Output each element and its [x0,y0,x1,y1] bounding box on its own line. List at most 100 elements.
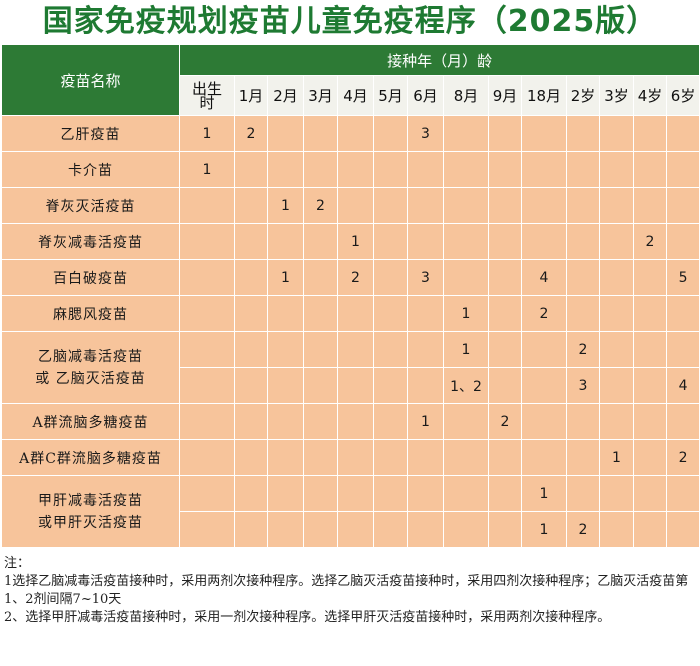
dose-cell [407,331,444,368]
age-header-cell: 6岁 [665,75,700,116]
dose-cell [443,223,489,260]
table-row: 1、2 3 4 [2,367,700,404]
vaccine-schedule-table: 疫苗名称 接种年（月）龄 出生时 1月 2月 3月 4月 5月 6月 8月 9月 18月 2岁 3岁 4… [1,44,700,548]
dose-cell: 1 [521,511,567,548]
table-row: 脊灰灭活疫苗 1 2 [1,187,700,224]
dose-cell [566,403,600,440]
dose-cell [267,223,304,260]
dose-cell [521,331,567,368]
vaccine-name-cell: 乙肝疫苗 [1,115,180,152]
vaccine-name-cell: 脊灰减毒活疫苗 [1,223,180,260]
dose-cell: 2 [337,259,374,296]
dose-cell [407,367,444,404]
dose-cell [234,475,268,512]
dose-cell [566,223,600,260]
dose-cell: 1 [443,295,489,332]
age-header-cell: 5月 [373,75,408,116]
vaccine-name: 脊灰减毒活疫苗 [38,234,143,251]
dose-cell: 2 [303,187,338,224]
dose-cell [488,331,522,368]
dose-cell [267,331,304,368]
age-header-cell: 9月 [488,75,522,116]
dose-cell [407,223,444,260]
dose-cell [488,367,522,404]
dose-cell [267,115,304,152]
table-row: 麻腮风疫苗 1 2 [1,295,700,332]
dose-cell [599,403,634,440]
dose-cell [373,367,408,404]
dose-cell [599,223,634,260]
dose-cell [521,367,567,404]
age-header-cell: 3月 [303,75,338,116]
dose-cell [665,331,700,368]
dose-cell [633,331,667,368]
dose-cell [337,151,374,188]
dose-cell [599,511,634,548]
vaccine-name-cell: 卡介苗 [1,151,180,188]
dose-cell [337,115,374,152]
vaccine-name-cell: 乙脑减毒活疫苗或 乙脑灭活疫苗 [1,331,180,404]
dose-cell [443,115,489,152]
vaccine-name: A群C群流脑多糖疫苗 [19,450,162,467]
dose-cell [488,151,522,188]
dose-cell [443,439,489,476]
note-line: 2、选择甲肝减毒活疫苗接种时，采用一剂次接种程序。选择甲肝灭活疫苗接种时，采用两… [4,610,611,625]
dose-cell [303,511,338,548]
dose-cell [566,187,600,224]
dose-cell: 2 [633,223,667,260]
dose-cell [633,115,667,152]
dose-cell [599,151,634,188]
dose-cell [373,259,408,296]
dose-cell [337,331,374,368]
dose-cell [267,475,304,512]
note-line: 1选择乙脑减毒活疫苗接种时，采用两剂次接种程序。选择乙脑灭活疫苗接种时，采用四剂… [4,574,689,607]
dose-cell [521,439,567,476]
vaccine-name: 乙肝疫苗 [60,126,121,143]
dose-cell [566,295,600,332]
dose-cell [407,511,444,548]
dose-cell [488,115,522,152]
dose-cell: 1 [179,115,235,152]
age-header-cell: 8月 [443,75,489,116]
dose-cell [179,295,235,332]
table-row: 乙肝疫苗 1 2 3 [1,115,700,152]
dose-cell [303,223,338,260]
dose-cell [234,259,268,296]
dose-cell [488,223,522,260]
dose-cell: 3 [407,115,444,152]
dose-cell [521,151,567,188]
age-header-cell: 6月 [407,75,444,116]
dose-cell: 3 [566,367,600,404]
dose-cell: 2 [665,439,700,476]
dose-cell [443,475,489,512]
dose-cell: 2 [234,115,268,152]
dose-cell [179,367,235,404]
vaccine-name: 麻腮风疫苗 [53,306,128,323]
dose-cell: 3 [407,259,444,296]
dose-cell: 4 [521,259,567,296]
dose-cell [443,259,489,296]
dose-cell: 1 [267,259,304,296]
vaccine-name-cell: A群流脑多糖疫苗 [1,403,180,440]
vaccine-name-alt: 或 乙脑灭活疫苗 [35,370,146,387]
dose-cell: 2 [488,403,522,440]
dose-cell [337,511,374,548]
dose-cell [234,403,268,440]
dose-cell [488,295,522,332]
dose-cell [407,295,444,332]
dose-cell [303,367,338,404]
notes-label: 注： [4,556,31,571]
dose-cell [443,511,489,548]
dose-cell [521,115,567,152]
dose-cell [373,331,408,368]
dose-cell [665,403,700,440]
dose-cell [566,259,600,296]
dose-cell [521,223,567,260]
dose-cell [373,187,408,224]
dose-cell [267,511,304,548]
dose-cell [303,295,338,332]
table-row: 卡介苗 1 [1,151,700,188]
dose-cell: 2 [566,511,600,548]
dose-cell [633,403,667,440]
